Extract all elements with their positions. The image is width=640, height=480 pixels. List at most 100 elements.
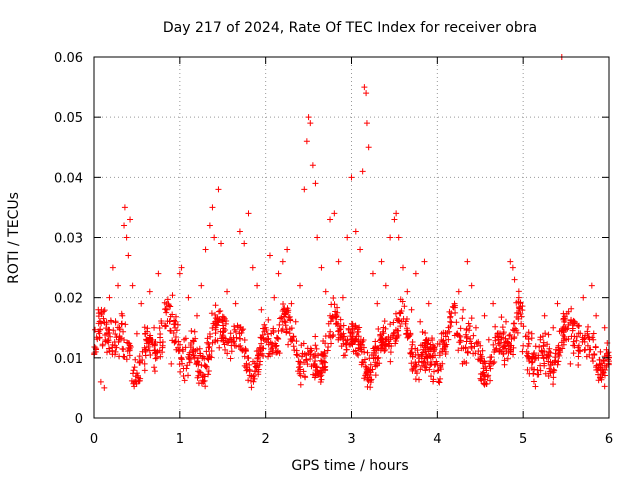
data-point xyxy=(95,306,102,313)
data-point xyxy=(383,336,390,343)
data-point xyxy=(320,358,327,365)
data-point xyxy=(328,301,335,308)
data-point xyxy=(95,320,102,327)
data-point xyxy=(374,362,381,369)
data-point xyxy=(330,315,337,322)
data-point xyxy=(500,329,507,336)
data-point xyxy=(342,337,349,344)
data-point xyxy=(387,349,394,356)
data-point xyxy=(585,323,592,330)
data-point xyxy=(279,318,286,325)
data-point xyxy=(202,246,209,253)
data-point xyxy=(424,344,431,351)
data-point xyxy=(275,327,282,334)
data-point xyxy=(168,360,175,367)
data-point xyxy=(261,321,268,328)
data-point xyxy=(494,330,501,337)
data-point xyxy=(293,351,300,358)
data-point xyxy=(457,337,464,344)
x-tick-label: 1 xyxy=(176,432,184,447)
data-point xyxy=(312,357,319,364)
data-point xyxy=(541,312,548,319)
data-point xyxy=(387,358,394,365)
data-point xyxy=(562,316,569,323)
data-point xyxy=(424,353,431,360)
y-tick-label: 0.02 xyxy=(54,292,83,307)
data-point xyxy=(424,337,431,344)
data-point xyxy=(464,258,471,265)
data-point xyxy=(485,336,492,343)
data-point xyxy=(339,294,346,301)
data-point xyxy=(161,299,168,306)
data-point xyxy=(292,318,299,325)
data-point xyxy=(120,328,127,335)
data-point xyxy=(530,370,537,377)
data-point xyxy=(493,345,500,352)
data-point xyxy=(178,354,185,361)
data-point xyxy=(253,364,260,371)
data-point xyxy=(220,314,227,321)
data-point xyxy=(526,358,533,365)
data-point xyxy=(408,345,415,352)
data-point xyxy=(308,347,315,354)
data-point xyxy=(466,323,473,330)
data-point xyxy=(361,356,368,363)
data-point xyxy=(196,369,203,376)
data-point xyxy=(533,354,540,361)
data-point xyxy=(343,346,350,353)
data-point xyxy=(397,323,404,330)
data-point xyxy=(309,162,316,169)
data-point xyxy=(525,353,532,360)
data-point xyxy=(227,330,234,337)
data-point xyxy=(570,342,577,349)
data-point xyxy=(586,351,593,358)
data-point xyxy=(105,337,112,344)
data-point xyxy=(334,304,341,311)
data-point xyxy=(215,308,222,315)
data-point xyxy=(105,345,112,352)
data-point xyxy=(318,372,325,379)
y-tick-label: 0.06 xyxy=(54,51,83,66)
data-point xyxy=(380,324,387,331)
data-point xyxy=(423,336,430,343)
data-point xyxy=(222,346,229,353)
data-point xyxy=(605,349,612,356)
data-point xyxy=(554,300,561,307)
y-tick-label: 0 xyxy=(75,412,83,427)
data-point xyxy=(507,331,514,338)
data-point xyxy=(473,339,480,346)
data-point xyxy=(129,282,136,289)
data-point xyxy=(417,318,424,325)
data-point xyxy=(340,322,347,329)
data-point xyxy=(403,316,410,323)
data-point xyxy=(463,338,470,345)
data-point xyxy=(355,333,362,340)
data-point xyxy=(407,331,414,338)
data-point xyxy=(227,336,234,343)
data-point xyxy=(581,347,588,354)
data-point xyxy=(571,333,578,340)
data-point xyxy=(359,168,366,175)
data-point xyxy=(202,383,209,390)
data-point xyxy=(158,320,165,327)
data-point xyxy=(332,308,339,315)
data-point xyxy=(177,341,184,348)
data-point xyxy=(464,349,471,356)
x-tick-label: 4 xyxy=(433,432,441,447)
data-point xyxy=(363,120,370,127)
data-point xyxy=(283,307,290,314)
data-point xyxy=(348,320,355,327)
data-point xyxy=(392,340,399,347)
data-point xyxy=(482,363,489,370)
data-point xyxy=(357,336,364,343)
data-point xyxy=(283,329,290,336)
data-point xyxy=(408,349,415,356)
data-point xyxy=(594,366,601,373)
data-point xyxy=(479,360,486,367)
data-point xyxy=(188,328,195,335)
data-point xyxy=(590,358,597,365)
data-point xyxy=(475,356,482,363)
data-point xyxy=(291,347,298,354)
data-point xyxy=(274,348,281,355)
data-point xyxy=(144,328,151,335)
